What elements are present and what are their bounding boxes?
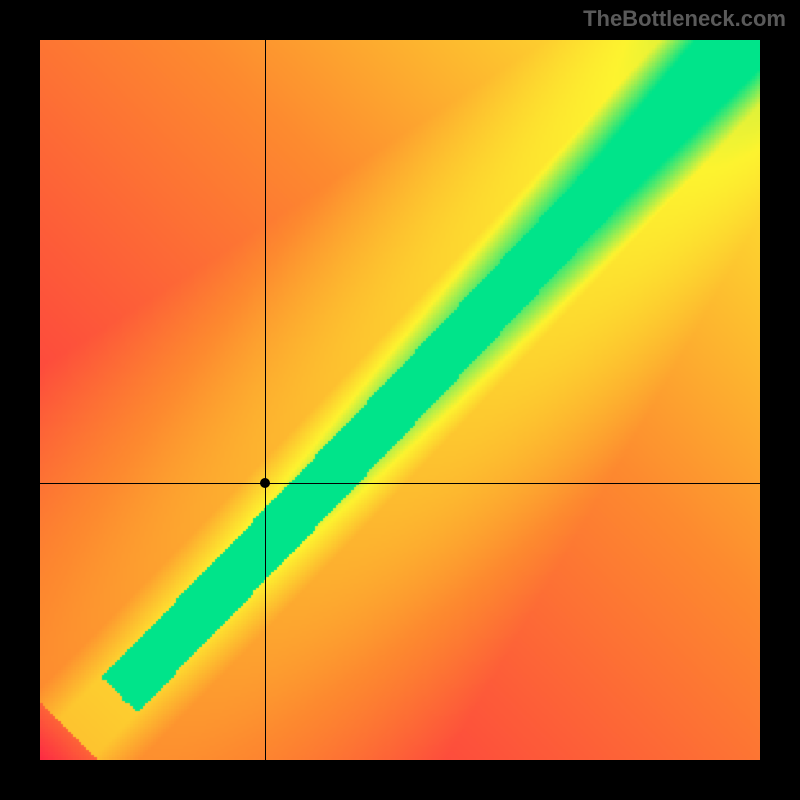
crosshair-horizontal	[40, 483, 760, 484]
heatmap-canvas	[40, 40, 760, 760]
watermark: TheBottleneck.com	[583, 6, 786, 32]
bottleneck-heatmap	[40, 40, 760, 760]
crosshair-vertical	[265, 40, 266, 760]
crosshair-marker	[260, 478, 270, 488]
